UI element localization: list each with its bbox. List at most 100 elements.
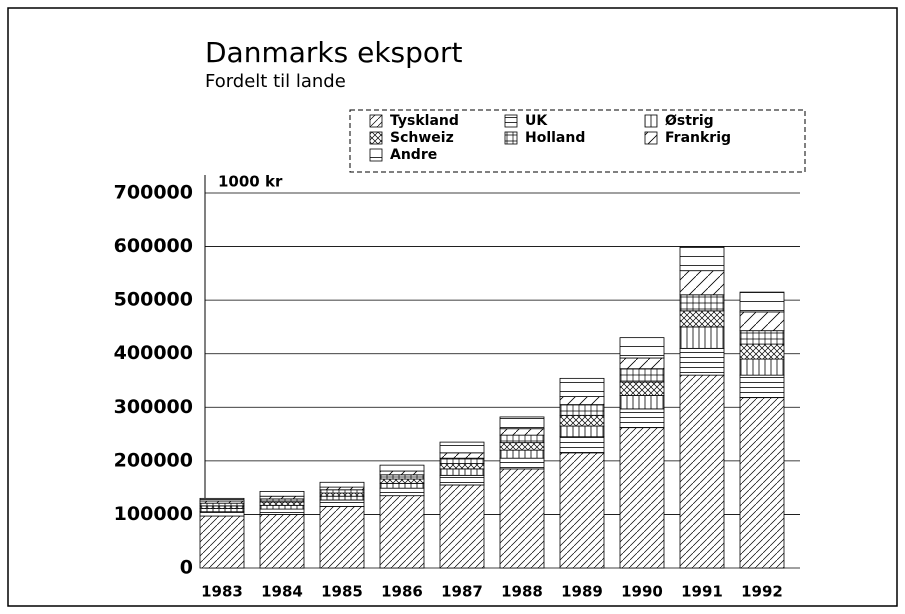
bar-pattern: [440, 468, 484, 476]
bar-pattern: [200, 505, 244, 509]
bar-pattern: [440, 442, 484, 453]
x-tick-label: 1987: [441, 583, 483, 601]
bar-pattern: [680, 310, 724, 327]
bar-pattern: [320, 506, 364, 568]
bar-pattern: [620, 337, 664, 358]
bar-pattern: [440, 484, 484, 568]
bar-pattern: [740, 359, 784, 376]
legend-label: Andre: [390, 147, 437, 163]
bar-pattern: [500, 468, 544, 568]
bar-pattern: [380, 479, 424, 484]
bar-pattern: [200, 498, 244, 502]
x-tick-label: 1988: [501, 583, 543, 601]
x-tick-label: 1990: [621, 583, 663, 601]
bar-pattern: [560, 404, 604, 416]
x-tick-label: 1983: [201, 583, 243, 601]
y-tick-label: 0: [180, 557, 193, 579]
bar-pattern: [200, 516, 244, 568]
bar-pattern: [500, 416, 544, 429]
bar-pattern: [440, 475, 484, 485]
legend-swatch: [369, 131, 383, 145]
legend-label: Frankrig: [665, 130, 731, 146]
legend-label: Østrig: [665, 113, 714, 129]
bar-pattern: [740, 292, 784, 312]
bar-pattern: [680, 294, 724, 311]
legend: [349, 109, 806, 173]
bar-pattern: [260, 502, 304, 506]
bar-pattern: [380, 495, 424, 568]
bar-pattern: [500, 450, 544, 459]
bar-pattern: [620, 358, 664, 369]
y-tick-label: 500000: [114, 289, 193, 311]
bar-pattern: [380, 483, 424, 489]
bar-pattern: [740, 397, 784, 568]
bar-pattern: [260, 505, 304, 510]
bar-pattern: [320, 496, 364, 500]
bar-pattern: [560, 415, 604, 427]
bar-pattern: [320, 489, 364, 493]
bar-pattern: [740, 375, 784, 398]
bar-pattern: [560, 396, 604, 405]
bar-pattern: [440, 463, 484, 469]
bar-pattern: [740, 330, 784, 345]
x-tick-label: 1985: [321, 583, 363, 601]
bar-pattern: [680, 348, 724, 376]
y-tick-label: 600000: [114, 235, 193, 257]
bar-pattern: [680, 270, 724, 295]
bar-pattern: [680, 375, 724, 568]
chart-title: Danmarks eksport: [205, 36, 463, 69]
x-tick-label: 1989: [561, 583, 603, 601]
bar-pattern: [620, 368, 664, 383]
y-tick-label: 200000: [114, 449, 193, 471]
bar-pattern: [560, 452, 604, 568]
bar-pattern: [320, 482, 364, 488]
legend-swatch: [369, 114, 383, 128]
legend-label: Holland: [525, 130, 585, 146]
bar-pattern: [200, 503, 244, 506]
bar-pattern: [620, 395, 664, 409]
bar-pattern: [620, 427, 664, 568]
frame: [7, 7, 898, 607]
bar-pattern: [500, 442, 544, 451]
y-tick-label: 700000: [114, 182, 193, 204]
bar-pattern: [380, 471, 424, 475]
bar-pattern: [500, 428, 544, 436]
bar-pattern: [560, 436, 604, 453]
bar-pattern: [320, 487, 364, 490]
bar-pattern: [320, 493, 364, 497]
bar-pattern: [380, 465, 424, 472]
x-tick-label: 1986: [381, 583, 423, 601]
bar-pattern: [200, 511, 244, 517]
legend-label: Tyskland: [390, 113, 459, 129]
bar-pattern: [500, 435, 544, 443]
bar-pattern: [260, 514, 304, 568]
bar-pattern: [740, 311, 784, 331]
legend-swatch: [369, 148, 383, 162]
bar-pattern: [620, 382, 664, 396]
legend-swatch: [504, 131, 518, 145]
legend-label: Schweiz: [390, 130, 454, 146]
x-tick-label: 1984: [261, 583, 303, 601]
bar-pattern: [440, 458, 484, 464]
bar-pattern: [380, 488, 424, 496]
bar-pattern: [380, 474, 424, 480]
y-tick-label: 300000: [114, 396, 193, 418]
bar-pattern: [320, 499, 364, 507]
y-tick-label: 400000: [114, 342, 193, 364]
chart-subtitle: Fordelt til lande: [205, 71, 346, 92]
bar-pattern: [260, 498, 304, 503]
legend-swatch: [504, 114, 518, 128]
bar-pattern: [200, 501, 244, 504]
bar-pattern: [200, 508, 244, 512]
legend-swatch: [644, 131, 658, 145]
bar-pattern: [260, 509, 304, 515]
bar-pattern: [560, 426, 604, 437]
bar-pattern: [440, 452, 484, 459]
x-tick-label: 1992: [741, 583, 783, 601]
y-tick-label: 100000: [114, 503, 193, 525]
bar-pattern: [500, 458, 544, 469]
bar-pattern: [260, 491, 304, 497]
y-axis-label: 1000 kr: [218, 173, 283, 191]
x-tick-label: 1991: [681, 583, 723, 601]
